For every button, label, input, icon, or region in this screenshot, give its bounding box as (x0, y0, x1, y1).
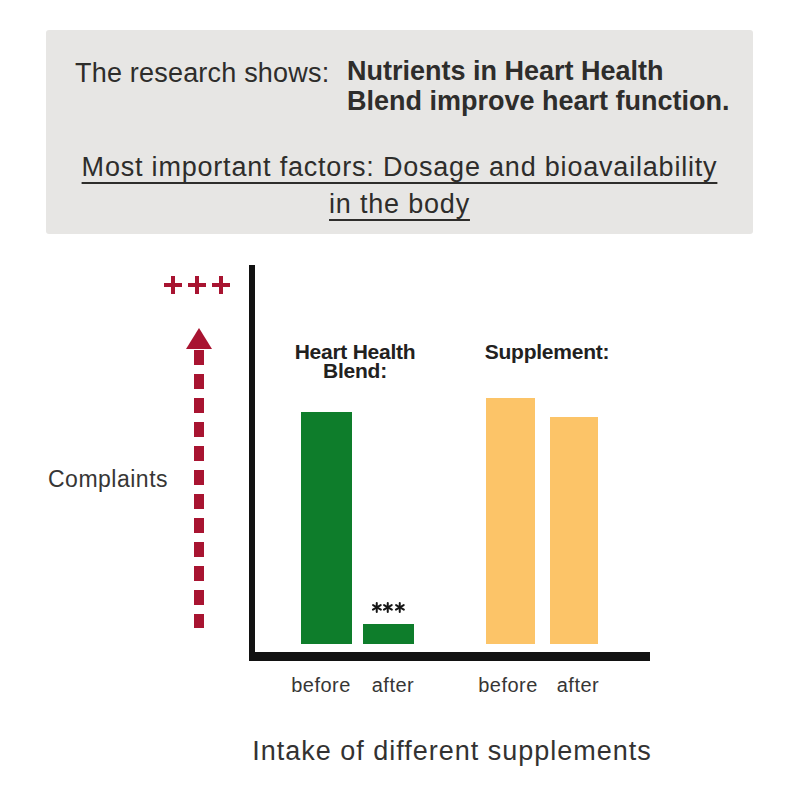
asterisk-icon (372, 602, 382, 613)
key-factors-line2: in the body (46, 188, 753, 220)
x-tick-after-2: after (557, 674, 600, 696)
headline: Nutrients in Heart Health Blend improve … (347, 57, 730, 116)
intro-label: The research shows: (75, 57, 329, 89)
bar-supplement-before (486, 398, 535, 644)
y-axis-line (249, 265, 255, 661)
x-axis-line (249, 652, 650, 661)
key-factors-text-1: Most important factors: Dosage and bioav… (82, 152, 718, 182)
x-axis-title: Intake of different supplements (252, 735, 652, 767)
x-tick-before-1: before (291, 674, 351, 696)
y-axis-plus-annotation (164, 276, 230, 294)
significance-annotation (372, 602, 405, 613)
plus-icon (164, 276, 182, 294)
group-label-heart-health-blend: Heart Health Blend: (275, 342, 435, 380)
arrow-up-icon (186, 328, 212, 349)
x-tick-before-2: before (478, 674, 538, 696)
key-factors-line1: Most important factors: Dosage and bioav… (46, 151, 753, 183)
asterisk-icon (395, 602, 405, 613)
headline-line1: Nutrients in Heart Health (347, 57, 730, 87)
asterisk-icon (383, 602, 393, 613)
plus-icon (188, 276, 206, 294)
arrow-dashed-stem (194, 350, 204, 628)
bar-supplement-after (550, 417, 598, 644)
key-factors-text-2: in the body (329, 189, 470, 219)
x-tick-after-1: after (372, 674, 415, 696)
group-label-supplement: Supplement: (467, 342, 627, 361)
y-axis-label: Complaints (48, 465, 168, 493)
bar-heart-health-before (301, 412, 352, 644)
bar-heart-health-after (363, 624, 414, 644)
plus-icon (212, 276, 230, 294)
headline-line2: Blend improve heart function. (347, 87, 730, 117)
